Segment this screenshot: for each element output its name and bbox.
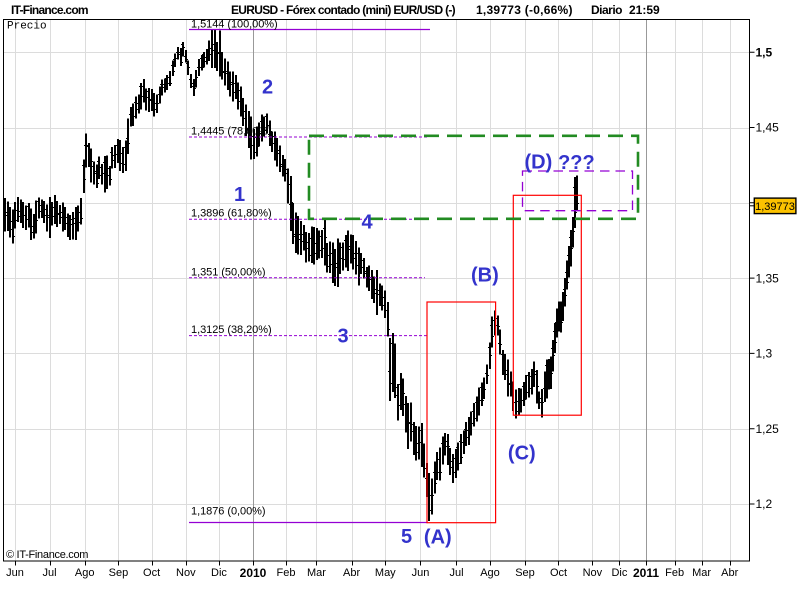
- svg-text:1,45: 1,45: [756, 121, 780, 135]
- svg-text:1,5: 1,5: [756, 45, 773, 59]
- svg-text:2010: 2010: [240, 566, 267, 580]
- svg-text:1,5144 (100,00%): 1,5144 (100,00%): [191, 19, 278, 31]
- svg-text:1,2: 1,2: [756, 497, 773, 511]
- svg-text:1,3125 (38,20%): 1,3125 (38,20%): [191, 324, 272, 336]
- svg-text:Dic: Dic: [611, 567, 627, 579]
- svg-text:1: 1: [234, 184, 245, 206]
- svg-text:Feb: Feb: [665, 567, 684, 579]
- svg-text:Precio: Precio: [7, 21, 47, 33]
- svg-text:© IT-Finance.com: © IT-Finance.com: [6, 549, 88, 561]
- svg-text:(B): (B): [471, 265, 499, 287]
- svg-text:Nov: Nov: [176, 567, 196, 579]
- svg-text:Jul: Jul: [449, 567, 463, 579]
- svg-text:1,4445 (78,60%): 1,4445 (78,60%): [191, 126, 272, 138]
- svg-text:Ago: Ago: [75, 567, 95, 579]
- svg-text:Feb: Feb: [277, 567, 296, 579]
- svg-text:Sep: Sep: [515, 567, 535, 579]
- svg-text:Oct: Oct: [550, 567, 567, 579]
- svg-text:(C): (C): [508, 443, 536, 465]
- svg-text:Jun: Jun: [412, 567, 430, 579]
- svg-text:EURUSD - Fórex contado (mini): EURUSD - Fórex contado (mini) EUR/USD (-…: [231, 3, 456, 17]
- svg-text:3: 3: [337, 326, 348, 348]
- svg-text:1,39773 (-0,66%): 1,39773 (-0,66%): [476, 3, 573, 17]
- svg-text:Jul: Jul: [42, 567, 56, 579]
- svg-text:1,39773: 1,39773: [755, 201, 795, 213]
- svg-text:1,1876 (0,00%): 1,1876 (0,00%): [191, 506, 266, 518]
- svg-text:Sep: Sep: [109, 567, 129, 579]
- svg-text:May: May: [375, 567, 396, 579]
- svg-text:Mar: Mar: [692, 567, 711, 579]
- svg-text:2: 2: [262, 77, 273, 99]
- svg-text:1,3: 1,3: [756, 347, 773, 361]
- svg-text:???: ???: [558, 152, 595, 174]
- svg-text:Abr: Abr: [343, 567, 360, 579]
- svg-text:Dic: Dic: [211, 567, 227, 579]
- svg-text:Diario: Diario: [591, 3, 622, 17]
- svg-text:2011: 2011: [633, 566, 659, 580]
- svg-text:1,3896 (61,80%): 1,3896 (61,80%): [191, 207, 272, 219]
- svg-text:Mar: Mar: [307, 567, 326, 579]
- svg-text:Jun: Jun: [6, 567, 24, 579]
- svg-text:1,351 (50,00%): 1,351 (50,00%): [191, 267, 266, 279]
- svg-text:(D): (D): [525, 152, 553, 174]
- svg-text:Ago: Ago: [480, 567, 500, 579]
- svg-text:5: 5: [401, 526, 412, 548]
- svg-text:4: 4: [361, 212, 373, 234]
- svg-text:21:59: 21:59: [629, 3, 660, 17]
- svg-text:1,25: 1,25: [756, 422, 780, 436]
- svg-text:Nov: Nov: [583, 567, 603, 579]
- svg-text:IT-Finance.com: IT-Finance.com: [11, 3, 88, 17]
- svg-text:Oct: Oct: [143, 567, 160, 579]
- svg-text:(A): (A): [424, 527, 452, 549]
- svg-text:Abr: Abr: [721, 567, 738, 579]
- svg-text:1,35: 1,35: [756, 271, 780, 285]
